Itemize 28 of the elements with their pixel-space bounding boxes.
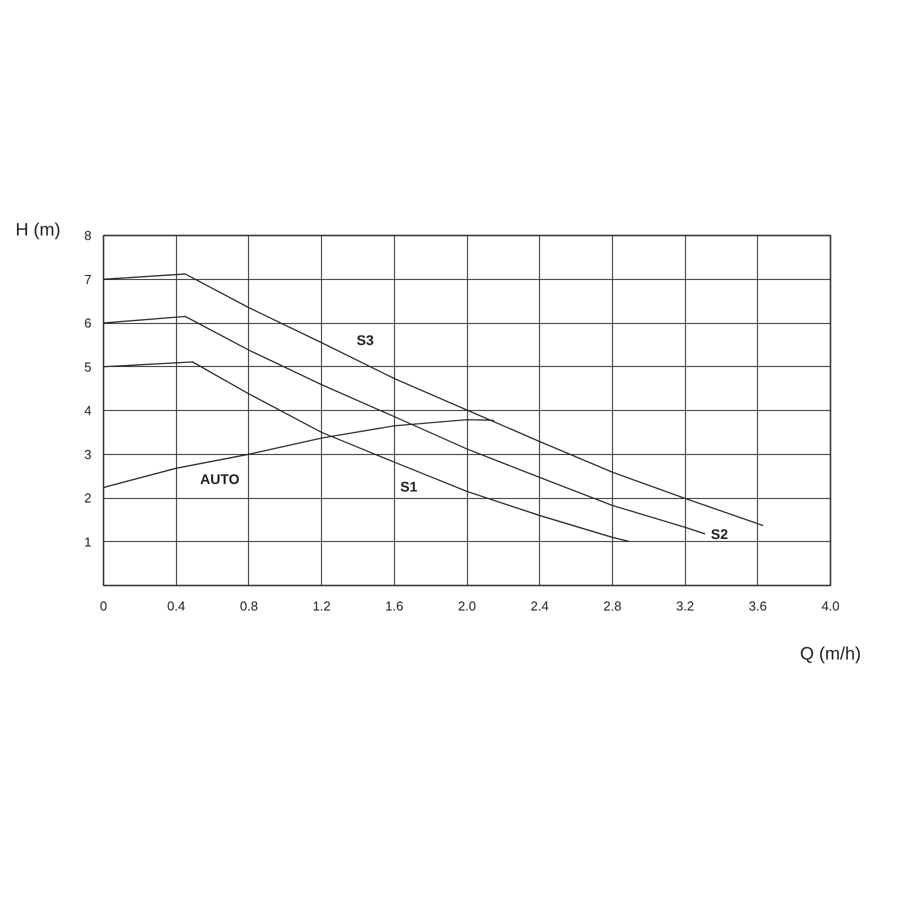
y-tick-label: 3 (84, 446, 92, 462)
series-label: S2 (710, 526, 728, 542)
x-axis-title: Q (m/h) (800, 644, 861, 664)
y-tick-label: 6 (84, 316, 92, 330)
series-label: AUTO (200, 470, 240, 487)
y-tick-label: 1 (84, 534, 92, 550)
line-series (104, 316, 706, 534)
x-tick-label: 1.2 (312, 598, 331, 614)
x-tick-label: 1.6 (385, 598, 404, 614)
y-axis-title: H (m) (16, 220, 60, 240)
series-label: S3 (356, 332, 374, 348)
x-tick-label: 3.2 (676, 598, 694, 614)
x-tick-label: 4.0 (821, 598, 840, 614)
x-tick-label: 2.4 (530, 598, 549, 614)
line-series (104, 273, 764, 526)
x-tick-label: 0 (100, 598, 108, 614)
y-tick-label: 5 (84, 359, 92, 374)
series-label: S1 (400, 478, 418, 495)
y-tick-label: 7 (84, 272, 92, 287)
y-tick-label: 8 (84, 228, 92, 243)
x-tick-label: 0.8 (240, 598, 258, 614)
x-tick-label: 2.8 (603, 598, 622, 614)
x-tick-label: 3.6 (748, 598, 767, 614)
y-tick-label: 2 (84, 490, 92, 506)
x-tick-label: 0.4 (167, 598, 186, 614)
y-tick-label: 4 (84, 403, 92, 418)
x-tick-label: 2.0 (458, 598, 476, 614)
line-series (104, 361, 630, 542)
